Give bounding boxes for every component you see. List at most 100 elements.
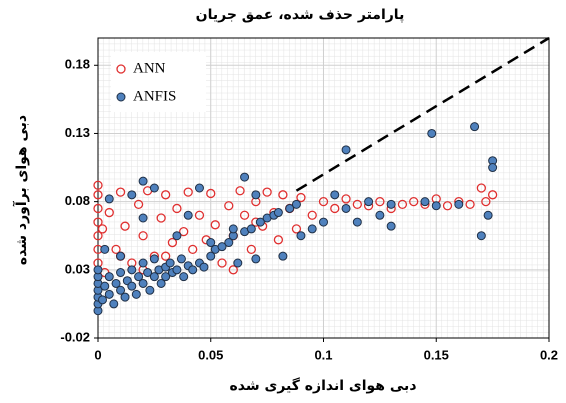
- point: [330, 190, 340, 200]
- point: [307, 210, 317, 220]
- point: [206, 188, 216, 199]
- point: [386, 221, 396, 231]
- point: [167, 237, 178, 248]
- point: [224, 201, 234, 211]
- point: [217, 258, 227, 268]
- point: [138, 258, 148, 268]
- point: [127, 281, 137, 291]
- point: [93, 180, 103, 190]
- point: [217, 242, 227, 252]
- y-tick-label: -0.02: [60, 329, 90, 344]
- point: [160, 190, 171, 200]
- point: [127, 265, 137, 275]
- point: [341, 194, 351, 204]
- point: [483, 210, 493, 220]
- point: [488, 163, 498, 173]
- point: [397, 199, 408, 210]
- point: [296, 192, 306, 203]
- point: [93, 190, 103, 200]
- point: [224, 238, 234, 248]
- point: [188, 244, 198, 255]
- point: [375, 196, 385, 207]
- legend-box: [111, 52, 206, 112]
- point: [161, 272, 171, 282]
- point: [156, 213, 166, 223]
- point: [116, 285, 126, 295]
- point: [109, 299, 119, 309]
- point: [228, 224, 238, 234]
- point: [100, 281, 110, 291]
- point: [228, 265, 238, 275]
- point: [97, 224, 108, 234]
- point: [431, 201, 441, 211]
- point: [296, 231, 306, 241]
- point: [149, 272, 159, 282]
- y-tick-label: 0.03: [65, 261, 90, 276]
- point: [246, 224, 256, 234]
- point: [138, 231, 148, 241]
- point: [487, 190, 498, 200]
- point: [165, 258, 175, 268]
- point: [179, 272, 189, 282]
- point: [206, 238, 216, 248]
- point: [156, 278, 166, 288]
- point: [255, 217, 265, 227]
- point: [233, 258, 243, 268]
- point: [235, 186, 245, 196]
- point: [240, 172, 250, 182]
- point: [111, 244, 121, 255]
- point: [176, 254, 186, 264]
- point: [138, 213, 148, 223]
- point: [149, 254, 159, 264]
- point: [442, 201, 453, 211]
- point: [273, 235, 284, 245]
- point: [104, 207, 114, 218]
- point: [273, 208, 283, 218]
- point: [172, 231, 182, 241]
- legend-label: ANN: [133, 60, 166, 76]
- point: [120, 292, 130, 302]
- point: [386, 199, 396, 209]
- point: [318, 196, 329, 207]
- point: [138, 278, 148, 288]
- point: [341, 145, 351, 155]
- point: [183, 187, 193, 197]
- point: [111, 278, 121, 288]
- y-tick-label: 0.18: [65, 57, 90, 72]
- point: [427, 128, 437, 138]
- point: [291, 224, 302, 234]
- point: [93, 217, 103, 227]
- point: [251, 190, 261, 200]
- legend-marker: [116, 92, 126, 102]
- point: [134, 272, 144, 282]
- legend-marker: [116, 64, 126, 74]
- point: [364, 197, 374, 207]
- point: [120, 221, 130, 231]
- point: [115, 187, 126, 197]
- point: [481, 196, 491, 207]
- point: [116, 268, 126, 278]
- point: [188, 265, 198, 275]
- point: [172, 265, 182, 275]
- point: [133, 199, 144, 210]
- point: [251, 254, 261, 264]
- point: [172, 203, 182, 214]
- point: [375, 210, 385, 220]
- point: [454, 199, 464, 209]
- point: [470, 122, 480, 132]
- x-tick-label: 0.15: [424, 347, 449, 362]
- x-tick-label: 0.2: [540, 347, 558, 362]
- point: [409, 196, 419, 207]
- point: [179, 226, 189, 237]
- point: [341, 203, 351, 213]
- point: [330, 203, 340, 214]
- point: [476, 231, 486, 241]
- point: [465, 199, 475, 210]
- point: [104, 289, 114, 299]
- chart-title: پارامتر حذف شده، عمق جریان: [196, 7, 405, 23]
- legend-label: ANFIS: [133, 88, 176, 104]
- point: [352, 217, 362, 227]
- point: [199, 262, 209, 272]
- point: [93, 231, 103, 241]
- point: [183, 210, 193, 220]
